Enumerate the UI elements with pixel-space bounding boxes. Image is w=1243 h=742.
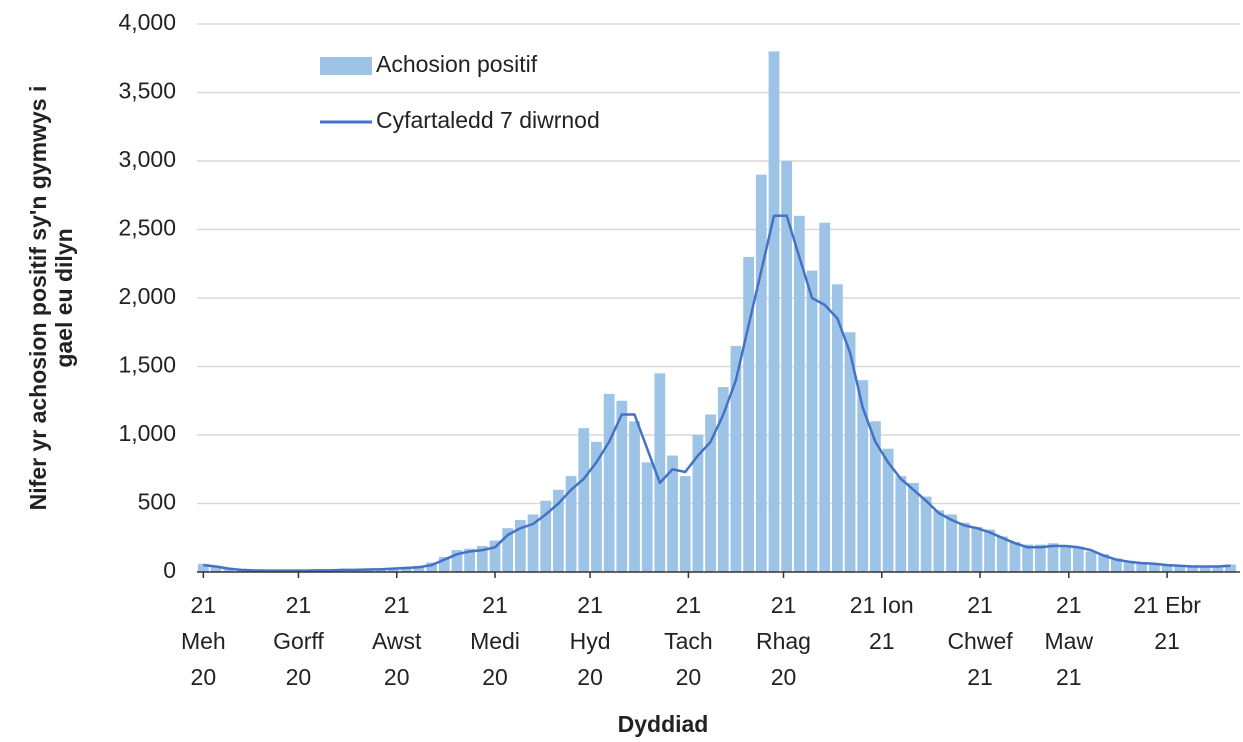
bar	[426, 562, 437, 572]
x-tick-label: 21 Ion 21	[850, 592, 914, 654]
bar	[730, 345, 742, 572]
bar	[831, 284, 843, 572]
bar	[223, 569, 235, 572]
legend-label: Cyfartaledd 7 diwrnod	[376, 107, 600, 133]
y-tick-label: 500	[138, 489, 176, 515]
bar	[870, 421, 881, 572]
line	[203, 214, 1231, 572]
bar	[1199, 565, 1211, 572]
bar	[489, 540, 501, 572]
y-tick-label: 2,500	[118, 215, 176, 241]
bar	[578, 428, 590, 572]
bar	[451, 550, 463, 572]
bar	[920, 496, 932, 572]
x-tick-label: 21 Rhag 20	[756, 592, 811, 690]
x-axis-label: Dyddiad	[618, 711, 709, 737]
bar	[591, 441, 602, 572]
bar	[1072, 546, 1084, 572]
bar	[210, 565, 222, 572]
x-tick-label: 21 Ebr 21	[1133, 592, 1201, 654]
bar	[996, 536, 1008, 572]
bar	[1009, 541, 1021, 572]
bar	[958, 522, 970, 572]
bar	[933, 510, 945, 572]
bar	[388, 567, 399, 572]
bar	[1161, 564, 1173, 572]
x-tick-label: 21 Hyd 20	[570, 592, 611, 690]
bar	[375, 569, 387, 572]
bar	[946, 514, 957, 572]
bar	[514, 519, 526, 572]
y-tick-label: 0	[163, 557, 176, 583]
bar	[400, 567, 412, 572]
bar	[1187, 565, 1198, 572]
y-axis-label: Nifer yr achosion positif sy'n gymwys ig…	[25, 86, 77, 511]
bar	[743, 256, 755, 572]
bar	[895, 476, 907, 572]
bar	[984, 529, 995, 572]
bar	[1110, 558, 1122, 572]
bar	[1034, 544, 1046, 572]
bar	[705, 414, 716, 572]
bar	[641, 462, 653, 572]
x-tick-label: 21 Meh 20	[181, 592, 226, 690]
bar	[616, 400, 628, 572]
bar	[667, 455, 678, 572]
x-tick-label: 21 Medi 20	[470, 592, 520, 690]
y-tick-label: 3,500	[118, 78, 176, 104]
x-tick-label: 21 Tach 20	[664, 592, 713, 690]
bar	[1136, 562, 1148, 572]
y-tick-label: 1,500	[118, 352, 176, 378]
y-tick-label: 4,000	[118, 9, 176, 35]
bar	[527, 514, 539, 572]
bar	[781, 161, 793, 572]
y-tick-label: 1,000	[118, 420, 176, 446]
bar	[565, 476, 577, 572]
bar	[1212, 566, 1224, 572]
bar	[679, 476, 691, 572]
legend-label: Achosion positif	[376, 51, 538, 77]
bar	[882, 448, 894, 572]
bar	[844, 332, 856, 572]
bar	[1085, 551, 1097, 572]
legend-swatch	[320, 57, 372, 75]
bar	[553, 489, 564, 572]
bar	[1225, 564, 1236, 572]
x-tick-label: 21 Awst 20	[372, 592, 422, 690]
x-tick-label: 21 Chwef 21	[947, 592, 1013, 690]
bar	[692, 435, 704, 572]
bar	[819, 222, 831, 572]
bar	[1174, 565, 1186, 572]
bar	[654, 373, 666, 572]
bar	[1047, 543, 1059, 572]
bar	[197, 563, 209, 572]
bar	[1149, 563, 1160, 572]
bar	[1123, 561, 1135, 572]
bar	[629, 421, 640, 572]
bar	[464, 548, 476, 572]
bar	[717, 387, 729, 572]
bar	[755, 174, 767, 572]
bar	[540, 500, 552, 572]
bar	[806, 270, 818, 572]
bar	[971, 526, 983, 572]
bar	[502, 528, 514, 572]
y-tick-label: 3,000	[118, 146, 176, 172]
bar	[476, 545, 488, 572]
x-tick-label: 21 Gorff 20	[273, 592, 324, 690]
bar	[603, 393, 615, 572]
bar	[413, 565, 425, 572]
bar	[857, 380, 869, 572]
bar	[1098, 554, 1110, 572]
bar	[793, 215, 805, 573]
y-tick-label: 2,000	[118, 283, 176, 309]
bar	[1022, 544, 1033, 572]
bar	[1060, 545, 1072, 572]
bar	[908, 482, 919, 572]
x-tick-label: 21 Maw 21	[1045, 592, 1094, 690]
bar	[768, 51, 780, 572]
bar	[438, 556, 450, 572]
